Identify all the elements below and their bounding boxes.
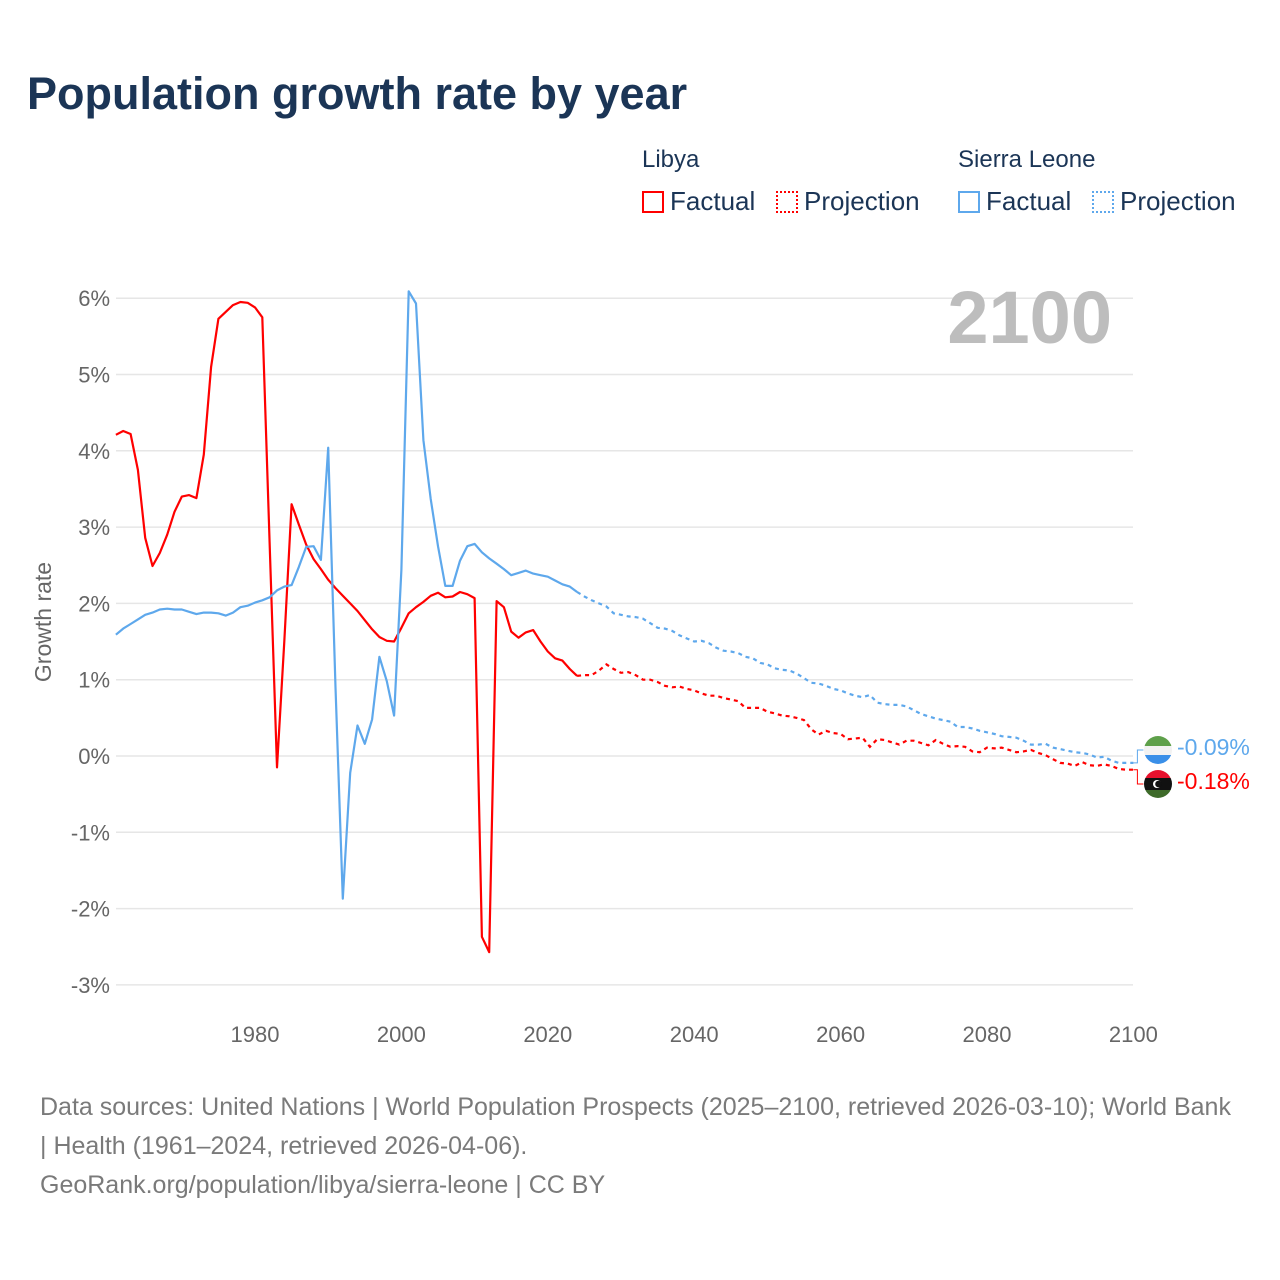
y-tick-label: 0% bbox=[78, 744, 110, 769]
legend-label: Projection bbox=[804, 186, 920, 216]
legend-sierra-leone-factual[interactable]: Factual bbox=[958, 186, 1071, 217]
sierra-leone-factual-line bbox=[115, 290, 578, 900]
x-tick-label: 2060 bbox=[816, 1022, 865, 1047]
chart-title: Population growth rate by year bbox=[27, 68, 688, 119]
legend-label: Factual bbox=[986, 186, 1072, 216]
y-tick-label: -1% bbox=[71, 820, 110, 845]
legend-swatch-dotted bbox=[1092, 190, 1114, 213]
footer: Data sources: United Nations | World Pop… bbox=[40, 1088, 1240, 1205]
sierra-leone-end-label: -0.09% bbox=[1177, 734, 1250, 760]
legend-libya-projection[interactable]: Projection bbox=[776, 186, 920, 217]
legend-group-libya: Libya bbox=[642, 146, 700, 173]
legend-libya-factual[interactable]: Factual bbox=[642, 186, 755, 217]
y-axis-label: Growth rate bbox=[30, 562, 56, 682]
x-tick-label: 1980 bbox=[231, 1022, 280, 1047]
year-display: 2100 bbox=[947, 276, 1112, 359]
x-tick-label: 2000 bbox=[377, 1022, 426, 1047]
libya-factual-line bbox=[115, 300, 578, 954]
y-tick-label: 1% bbox=[78, 668, 110, 693]
libya-end-label: -0.18% bbox=[1177, 768, 1250, 794]
y-tick-label: -3% bbox=[71, 973, 110, 998]
libya-projection-line bbox=[576, 663, 1134, 771]
sierra-leone-projection-line bbox=[576, 591, 1134, 764]
y-tick-label: 6% bbox=[78, 286, 110, 311]
sierra-leone-flag-icon bbox=[1144, 736, 1172, 764]
legend-swatch-solid bbox=[958, 190, 980, 213]
y-tick-label: 3% bbox=[78, 515, 110, 540]
sierra-leone-label-connector bbox=[1133, 749, 1144, 764]
x-tick-label: 2020 bbox=[523, 1022, 572, 1047]
legend-swatch-solid bbox=[642, 190, 664, 213]
y-tick-label: -2% bbox=[71, 897, 110, 922]
data-sources: Data sources: United Nations | World Pop… bbox=[40, 1093, 1231, 1160]
y-tick-label: 5% bbox=[78, 363, 110, 388]
legend-label: Factual bbox=[670, 186, 756, 216]
legend-group-sierra-leone: Sierra Leone bbox=[958, 146, 1096, 173]
y-tick-label: 2% bbox=[78, 591, 110, 616]
legend-swatch-dotted bbox=[776, 190, 798, 213]
x-tick-label: 2080 bbox=[963, 1022, 1012, 1047]
legend-sierra-leone-projection[interactable]: Projection bbox=[1092, 186, 1236, 217]
x-tick-label: 2040 bbox=[670, 1022, 719, 1047]
legend-label: Projection bbox=[1120, 186, 1236, 216]
x-tick-label: 2100 bbox=[1109, 1022, 1158, 1047]
credit-link[interactable]: GeoRank.org/population/libya/sierra-leon… bbox=[40, 1171, 606, 1199]
libya-flag-icon bbox=[1144, 770, 1172, 798]
y-tick-label: 4% bbox=[78, 439, 110, 464]
libya-label-connector bbox=[1133, 769, 1144, 785]
